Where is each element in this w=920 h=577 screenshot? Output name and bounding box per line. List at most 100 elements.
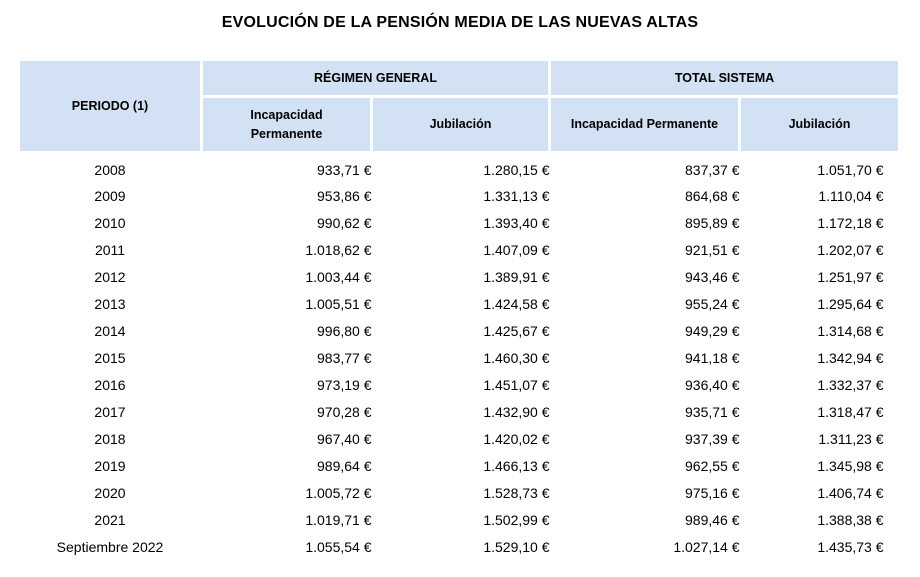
value-cell: 1.055,54 € xyxy=(305,539,372,555)
value-cell: 937,39 € xyxy=(685,431,740,447)
value-cell: 1.389,91 € xyxy=(483,269,550,285)
table-row: 2018 967,40 € 1.420,02 € 937,39 € 1.311,23 € xyxy=(19,426,900,453)
value-cell: 1.202,07 € xyxy=(817,242,884,258)
value-cell: 1.251,97 € xyxy=(817,269,884,285)
value-cell: 1.018,62 € xyxy=(305,242,372,258)
value-cell: 1.019,71 € xyxy=(305,512,372,528)
table-row: 2009 953,86 € 1.331,13 € 864,68 € 1.110,04 € xyxy=(19,183,900,210)
period-cell: 2013 xyxy=(94,296,126,312)
table-row: 2014 996,80 € 1.425,67 € 949,29 € 1.314,68 € xyxy=(19,318,900,345)
value-cell: 953,86 € xyxy=(317,188,372,204)
page-title: EVOLUCIÓN DE LA PENSIÓN MEDIA DE LAS NUE… xyxy=(221,14,699,31)
value-cell: 1.345,98 € xyxy=(817,458,884,474)
value-cell: 1.451,07 € xyxy=(483,377,550,393)
table-header: PERIODO (1) RÉGIMEN GENERAL TOTAL SISTEM… xyxy=(17,58,901,154)
value-cell: 989,64 € xyxy=(317,458,372,474)
table-row: 2019 989,64 € 1.466,13 € 962,55 € 1.345,98 € xyxy=(19,453,900,480)
table-row: 2013 1.005,51 € 1.424,58 € 955,24 € 1.295,64… xyxy=(19,291,900,318)
value-cell: 949,29 € xyxy=(685,323,740,339)
table-row: 2021 1.019,71 € 1.502,99 € 989,46 € 1.388,38… xyxy=(19,507,900,534)
header-rg-incapacidad: Incapacidad Permanente xyxy=(200,95,373,154)
value-cell: 1.432,90 € xyxy=(483,404,550,420)
header-rg-incapacidad-label: Incapacidad Permanente xyxy=(250,108,323,141)
value-cell: 1.003,44 € xyxy=(305,269,372,285)
period-cell: 2020 xyxy=(94,485,126,501)
period-cell: 2016 xyxy=(94,377,126,393)
value-cell: 933,71 € xyxy=(317,161,372,178)
value-cell: 967,40 € xyxy=(317,431,372,447)
header-group-row: PERIODO (1) RÉGIMEN GENERAL TOTAL SISTEM… xyxy=(17,58,901,154)
value-cell: 1.407,09 € xyxy=(483,242,550,258)
value-cell: 983,77 € xyxy=(317,350,372,366)
value-cell: 970,28 € xyxy=(317,404,372,420)
period-cell: Septiembre 2022 xyxy=(56,539,164,555)
period-cell: 2019 xyxy=(94,458,126,474)
header-group-total-sistema: TOTAL SISTEMA xyxy=(548,58,901,98)
header-ts-jubilacion: Jubilación xyxy=(738,95,901,154)
period-cell: 2012 xyxy=(94,269,126,285)
value-cell: 1.342,94 € xyxy=(817,350,884,366)
value-cell: 1.051,70 € xyxy=(817,161,884,178)
value-cell: 936,40 € xyxy=(685,377,740,393)
table-row: 2017 970,28 € 1.432,90 € 935,71 € 1.318,47 € xyxy=(19,399,900,426)
value-cell: 1.110,04 € xyxy=(818,188,884,204)
header-rg-jubilacion: Jubilación xyxy=(370,95,551,154)
value-cell: 895,89 € xyxy=(685,215,740,231)
period-cell: 2018 xyxy=(94,431,126,447)
value-cell: 1.424,58 € xyxy=(483,296,550,312)
header-group-regimen-general: RÉGIMEN GENERAL xyxy=(200,58,551,98)
value-cell: 864,68 € xyxy=(685,188,740,204)
value-cell: 1.529,10 € xyxy=(483,539,550,555)
value-cell: 837,37 € xyxy=(685,161,740,178)
period-cell: 2010 xyxy=(94,215,126,231)
value-cell: 973,19 € xyxy=(317,377,372,393)
period-cell: 2011 xyxy=(94,242,126,258)
table-row: 2016 973,19 € 1.451,07 € 936,40 € 1.332,37 € xyxy=(19,372,900,399)
value-cell: 1.005,51 € xyxy=(305,296,372,312)
value-cell: 941,18 € xyxy=(685,350,740,366)
value-cell: 1.295,64 € xyxy=(817,296,884,312)
value-cell: 990,62 € xyxy=(317,215,372,231)
period-cell: 2017 xyxy=(94,404,126,420)
value-cell: 1.332,37 € xyxy=(817,377,884,393)
period-cell: 2009 xyxy=(94,188,126,204)
value-cell: 1.393,40 € xyxy=(483,215,550,231)
value-cell: 1.425,67 € xyxy=(483,323,550,339)
value-cell: 1.502,99 € xyxy=(483,512,550,528)
value-cell: 996,80 € xyxy=(317,323,372,339)
value-cell: 1.406,74 € xyxy=(817,485,884,501)
value-cell: 1.318,47 € xyxy=(817,404,884,420)
value-cell: 1.331,13 € xyxy=(483,188,550,204)
table-row: 2015 983,77 € 1.460,30 € 941,18 € 1.342,94 € xyxy=(19,345,900,372)
period-cell: 2008 xyxy=(94,161,126,178)
value-cell: 1.420,02 € xyxy=(483,431,550,447)
value-cell: 1.466,13 € xyxy=(483,458,550,474)
value-cell: 921,51 € xyxy=(685,242,740,258)
table-row: 2012 1.003,44 € 1.389,91 € 943,46 € 1.251,97… xyxy=(19,264,900,291)
value-cell: 1.311,23 € xyxy=(818,431,884,447)
period-cell: 2021 xyxy=(94,512,126,528)
table-row: 2008 933,71 € 1.280,15 € 837,37 € 1.051,70 € xyxy=(19,153,900,183)
value-cell: 955,24 € xyxy=(685,296,740,312)
value-cell: 943,46 € xyxy=(685,269,740,285)
header-period: PERIODO (1) xyxy=(17,58,203,154)
period-cell: 2014 xyxy=(94,323,126,339)
value-cell: 975,16 € xyxy=(685,485,740,501)
table-row: Septiembre 2022 1.055,54 € 1.529,10 € 1.027… xyxy=(19,534,900,561)
pension-table: PERIODO (1) RÉGIMEN GENERAL TOTAL SISTEM… xyxy=(17,58,901,561)
value-cell: 1.172,18 € xyxy=(817,215,884,231)
value-cell: 1.460,30 € xyxy=(483,350,550,366)
value-cell: 1.005,72 € xyxy=(305,485,372,501)
header-ts-incapacidad: Incapacidad Permanente xyxy=(548,95,741,154)
table-row: 2011 1.018,62 € 1.407,09 € 921,51 € 1.202,07… xyxy=(19,237,900,264)
value-cell: 1.388,38 € xyxy=(817,512,884,528)
value-cell: 935,71 € xyxy=(685,404,740,420)
value-cell: 989,46 € xyxy=(685,512,740,528)
value-cell: 1.027,14 € xyxy=(673,539,740,555)
table-row: 2020 1.005,72 € 1.528,73 € 975,16 € 1.406,74… xyxy=(19,480,900,507)
value-cell: 962,55 € xyxy=(685,458,740,474)
table-row: 2010 990,62 € 1.393,40 € 895,89 € 1.172,18 € xyxy=(19,210,900,237)
value-cell: 1.528,73 € xyxy=(483,485,550,501)
value-cell: 1.314,68 € xyxy=(817,323,884,339)
value-cell: 1.435,73 € xyxy=(817,539,884,555)
